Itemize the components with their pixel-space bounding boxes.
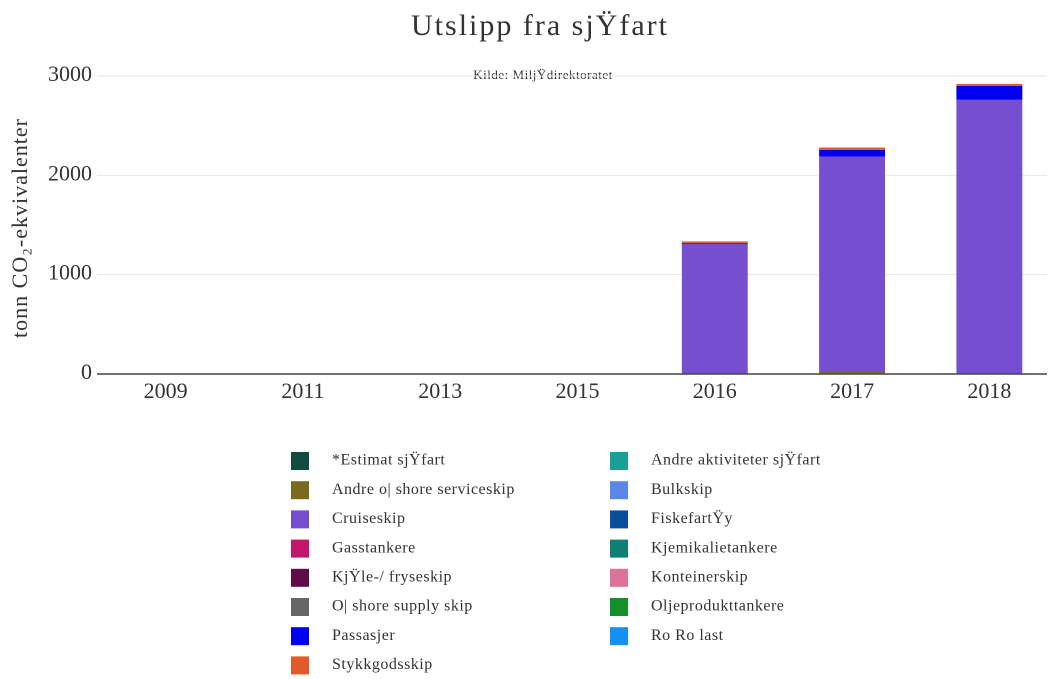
- bar-segment: [681, 241, 748, 243]
- legend-label: Passasjer: [332, 627, 395, 644]
- y-tick-label: 0: [81, 359, 92, 384]
- x-tick-label: 2018: [967, 378, 1011, 403]
- bar-segment: [819, 372, 886, 374]
- legend-swatch: [291, 598, 309, 616]
- legend-label: Andre o| shore serviceskip: [332, 481, 515, 498]
- legend-swatch: [610, 481, 628, 500]
- legend-swatch: [291, 452, 309, 470]
- legend-swatch: [291, 481, 309, 500]
- x-tick-label: 2016: [693, 378, 737, 403]
- legend-swatch: [610, 539, 628, 558]
- bar-segment: [681, 243, 748, 374]
- legend-swatch: [291, 539, 309, 558]
- bar-segment: [681, 242, 748, 244]
- legend-label: Konteinerskip: [651, 568, 748, 585]
- legend-label: Kjemikalietankere: [651, 539, 778, 556]
- bar-segment: [819, 147, 886, 151]
- chart-title: Utslipp fra sjŸfart: [411, 9, 669, 42]
- bar-segment: [956, 85, 1023, 100]
- legend-swatch: [291, 568, 309, 587]
- legend-label: *Estimat sjŸfart: [332, 451, 445, 469]
- legend-label: Gasstankere: [332, 539, 416, 556]
- legend-swatch: [291, 510, 309, 529]
- y-tick-label: 2000: [48, 160, 92, 185]
- legend-label: Stykkgodsskip: [332, 656, 433, 673]
- x-tick-label: 2013: [418, 378, 462, 403]
- legend-swatch: [291, 656, 309, 675]
- legend-label: Oljeprodukttankere: [651, 598, 784, 615]
- x-tick-label: 2009: [144, 378, 188, 403]
- y-axis-label: tonn CO₂-ekvivalenter: [7, 118, 32, 338]
- legend-label: FiskefartŸy: [651, 509, 733, 527]
- x-tick-label: 2015: [556, 378, 600, 403]
- legend-label: Cruiseskip: [332, 510, 405, 527]
- legend-swatch: [291, 627, 309, 646]
- legend-swatch: [610, 598, 628, 616]
- x-tick-label: 2011: [281, 378, 324, 403]
- legend-label: O| shore supply skip: [332, 598, 473, 615]
- legend-swatch: [610, 510, 628, 529]
- legend-label: KjŸle-/ fryseskip: [332, 567, 452, 585]
- x-tick-label: 2017: [830, 378, 874, 403]
- legend-label: Ro Ro last: [651, 627, 724, 644]
- chart-subtitle: Kilde: MiljŸdirektoratet: [473, 67, 612, 82]
- y-tick-label: 1000: [48, 260, 92, 285]
- legend-label: Bulkskip: [651, 481, 713, 498]
- bar-segment: [819, 156, 886, 373]
- bar-segment: [956, 99, 1023, 374]
- y-tick-label: 3000: [48, 61, 92, 86]
- legend-label: Andre aktiviteter sjŸfart: [651, 451, 821, 469]
- legend-swatch: [610, 627, 628, 646]
- legend-swatch: [610, 568, 628, 587]
- bar-segment: [819, 150, 886, 157]
- bar-segment: [956, 83, 1023, 86]
- legend-swatch: [610, 452, 628, 470]
